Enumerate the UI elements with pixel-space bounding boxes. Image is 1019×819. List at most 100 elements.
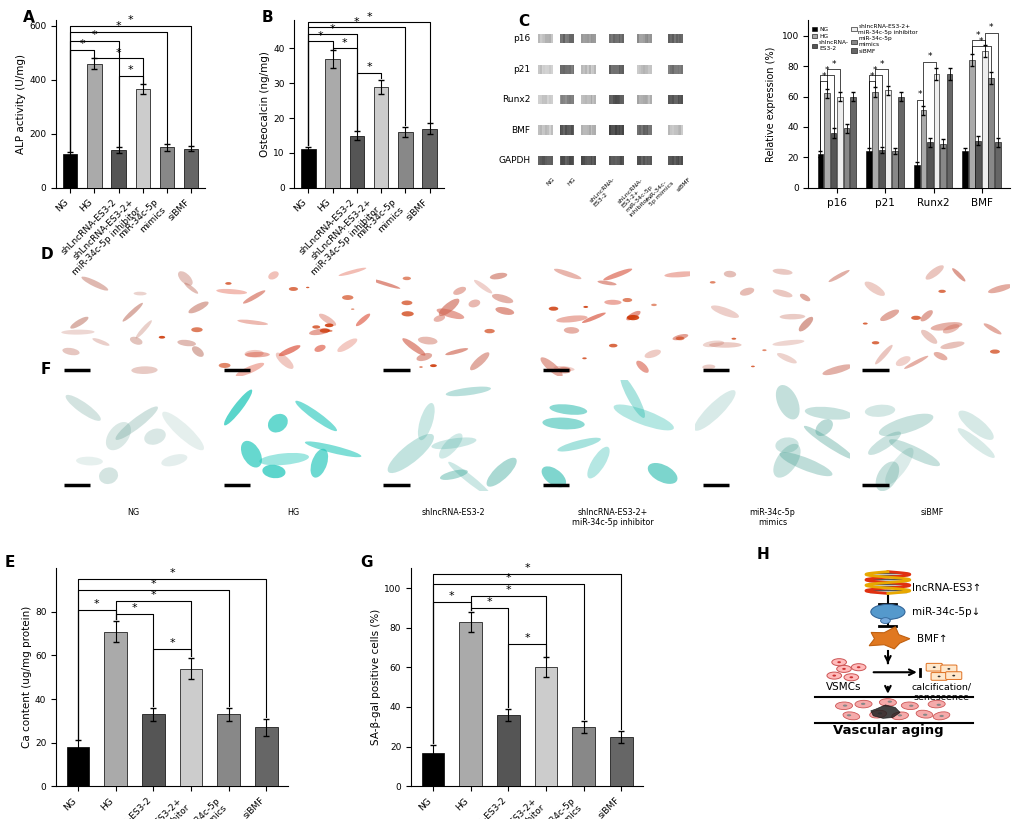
Bar: [571, 125, 572, 134]
Text: *: *: [127, 66, 133, 75]
Bar: [539, 156, 541, 165]
Bar: [111, 150, 125, 188]
Bar: [616, 65, 618, 74]
Bar: [640, 125, 642, 134]
Text: *: *: [79, 39, 85, 49]
Ellipse shape: [710, 305, 739, 318]
Ellipse shape: [675, 337, 684, 340]
Bar: [646, 95, 648, 104]
Ellipse shape: [306, 287, 309, 288]
Ellipse shape: [878, 414, 932, 437]
Ellipse shape: [750, 365, 754, 367]
Bar: [581, 156, 583, 165]
Ellipse shape: [837, 661, 840, 663]
Bar: [637, 65, 639, 74]
Bar: [679, 65, 681, 74]
Ellipse shape: [162, 412, 204, 450]
Ellipse shape: [445, 348, 468, 355]
Ellipse shape: [803, 426, 853, 459]
Bar: [562, 125, 565, 134]
Bar: [618, 95, 620, 104]
Bar: [608, 65, 610, 74]
Ellipse shape: [433, 315, 444, 322]
Ellipse shape: [436, 309, 464, 319]
Ellipse shape: [324, 324, 333, 328]
Bar: [421, 753, 444, 786]
Text: D: D: [41, 247, 53, 262]
Text: *: *: [329, 24, 335, 34]
Ellipse shape: [470, 352, 489, 370]
Bar: [650, 95, 651, 104]
Ellipse shape: [278, 345, 301, 356]
Bar: [546, 95, 548, 104]
Bar: [559, 156, 560, 165]
Ellipse shape: [243, 290, 265, 304]
Ellipse shape: [693, 390, 735, 431]
Ellipse shape: [846, 714, 850, 717]
Bar: [496, 715, 519, 786]
Ellipse shape: [61, 329, 95, 335]
Ellipse shape: [779, 314, 804, 319]
Ellipse shape: [920, 330, 936, 344]
Text: *: *: [505, 585, 511, 595]
Bar: [588, 95, 590, 104]
Ellipse shape: [835, 702, 852, 709]
Ellipse shape: [869, 710, 886, 718]
Bar: [639, 65, 640, 74]
Ellipse shape: [856, 666, 860, 668]
Ellipse shape: [319, 314, 336, 326]
Bar: [592, 95, 594, 104]
Ellipse shape: [191, 328, 203, 333]
Ellipse shape: [931, 667, 934, 668]
Bar: [546, 156, 548, 165]
Text: B: B: [262, 11, 273, 25]
Bar: [548, 34, 550, 43]
Ellipse shape: [438, 299, 459, 316]
Text: Vascular aging: Vascular aging: [832, 725, 943, 737]
Ellipse shape: [879, 310, 898, 321]
Bar: [539, 65, 541, 74]
Bar: [66, 747, 90, 786]
Bar: [620, 156, 622, 165]
Text: calcification/
senescence: calcification/ senescence: [911, 682, 971, 702]
Bar: [640, 65, 642, 74]
Text: shLncRNA-
ES3-2: shLncRNA- ES3-2: [588, 176, 620, 208]
Text: *: *: [486, 597, 492, 607]
Bar: [459, 622, 481, 786]
Bar: [981, 51, 986, 188]
Bar: [571, 95, 572, 104]
Bar: [104, 631, 126, 786]
Ellipse shape: [65, 395, 101, 421]
Bar: [639, 34, 640, 43]
Ellipse shape: [288, 287, 298, 291]
Ellipse shape: [439, 469, 468, 480]
Bar: [650, 156, 651, 165]
Bar: [550, 125, 552, 134]
Bar: [644, 125, 646, 134]
Ellipse shape: [474, 280, 492, 293]
Bar: [679, 125, 681, 134]
Ellipse shape: [136, 320, 152, 338]
Text: A: A: [23, 11, 35, 25]
Ellipse shape: [431, 437, 476, 449]
Ellipse shape: [799, 294, 809, 301]
Ellipse shape: [259, 453, 309, 465]
Bar: [618, 125, 620, 134]
Text: *: *: [872, 66, 876, 75]
Ellipse shape: [937, 290, 945, 293]
Ellipse shape: [387, 434, 433, 473]
Bar: [560, 34, 562, 43]
Bar: [559, 65, 560, 74]
Ellipse shape: [884, 448, 913, 485]
Ellipse shape: [131, 366, 158, 374]
Bar: [639, 125, 640, 134]
Bar: [217, 714, 239, 786]
Bar: [546, 65, 548, 74]
Bar: [422, 129, 436, 188]
Ellipse shape: [240, 441, 262, 468]
Ellipse shape: [541, 466, 566, 487]
Ellipse shape: [216, 289, 247, 294]
Text: *: *: [169, 638, 175, 648]
Bar: [669, 125, 672, 134]
Y-axis label: ALP activity (U/mg): ALP activity (U/mg): [16, 54, 26, 154]
